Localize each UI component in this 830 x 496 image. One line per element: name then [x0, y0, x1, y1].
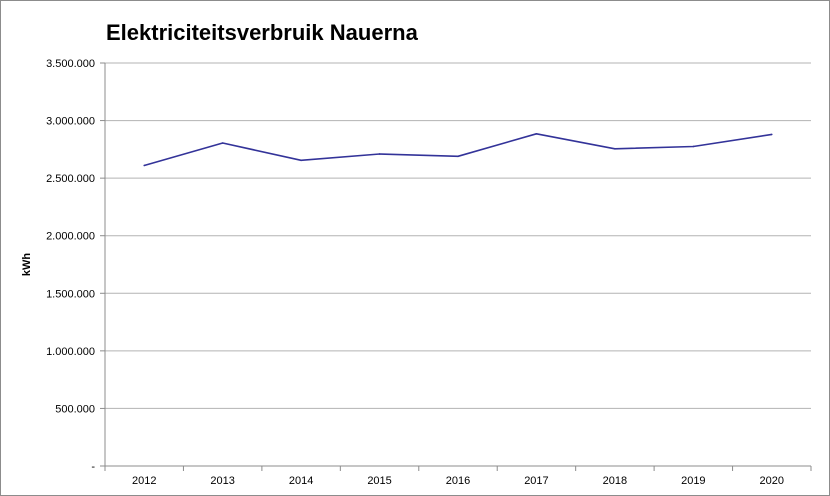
y-tick-label: 3.500.000 — [46, 58, 95, 70]
x-tick-label: 2015 — [367, 475, 391, 487]
chart-title: Elektriciteitsverbruik Nauerna — [106, 20, 418, 45]
x-tick-label: 2014 — [289, 475, 313, 487]
data-point — [614, 147, 616, 150]
x-tick-label: 2013 — [210, 475, 234, 487]
series-line — [143, 133, 772, 167]
x-tick-label: 2016 — [446, 475, 470, 487]
y-tick-label: - — [91, 461, 95, 473]
data-point — [770, 133, 773, 136]
x-tick-label: 2020 — [760, 475, 784, 487]
y-axis-label: kWh — [21, 253, 33, 277]
y-tick-label: 2.500.000 — [46, 173, 95, 185]
y-tick-label: 500.000 — [55, 403, 95, 415]
data-point — [300, 159, 302, 162]
y-tick-label: 2.000.000 — [46, 231, 95, 243]
x-tick-label: 2019 — [681, 475, 705, 487]
data-point — [221, 142, 224, 144]
y-tick-label: 1.500.000 — [46, 288, 95, 300]
x-tick-label: 2012 — [132, 475, 156, 487]
data-point — [457, 155, 459, 158]
data-point — [692, 145, 695, 148]
x-tick-label: 2018 — [603, 475, 627, 487]
x-tick-label: 2017 — [524, 475, 548, 487]
data-point — [535, 133, 538, 135]
y-tick-label: 1.000.000 — [46, 346, 95, 358]
data-point — [378, 153, 381, 155]
y-tick-label: 3.000.000 — [46, 116, 95, 128]
data-point — [143, 164, 146, 167]
